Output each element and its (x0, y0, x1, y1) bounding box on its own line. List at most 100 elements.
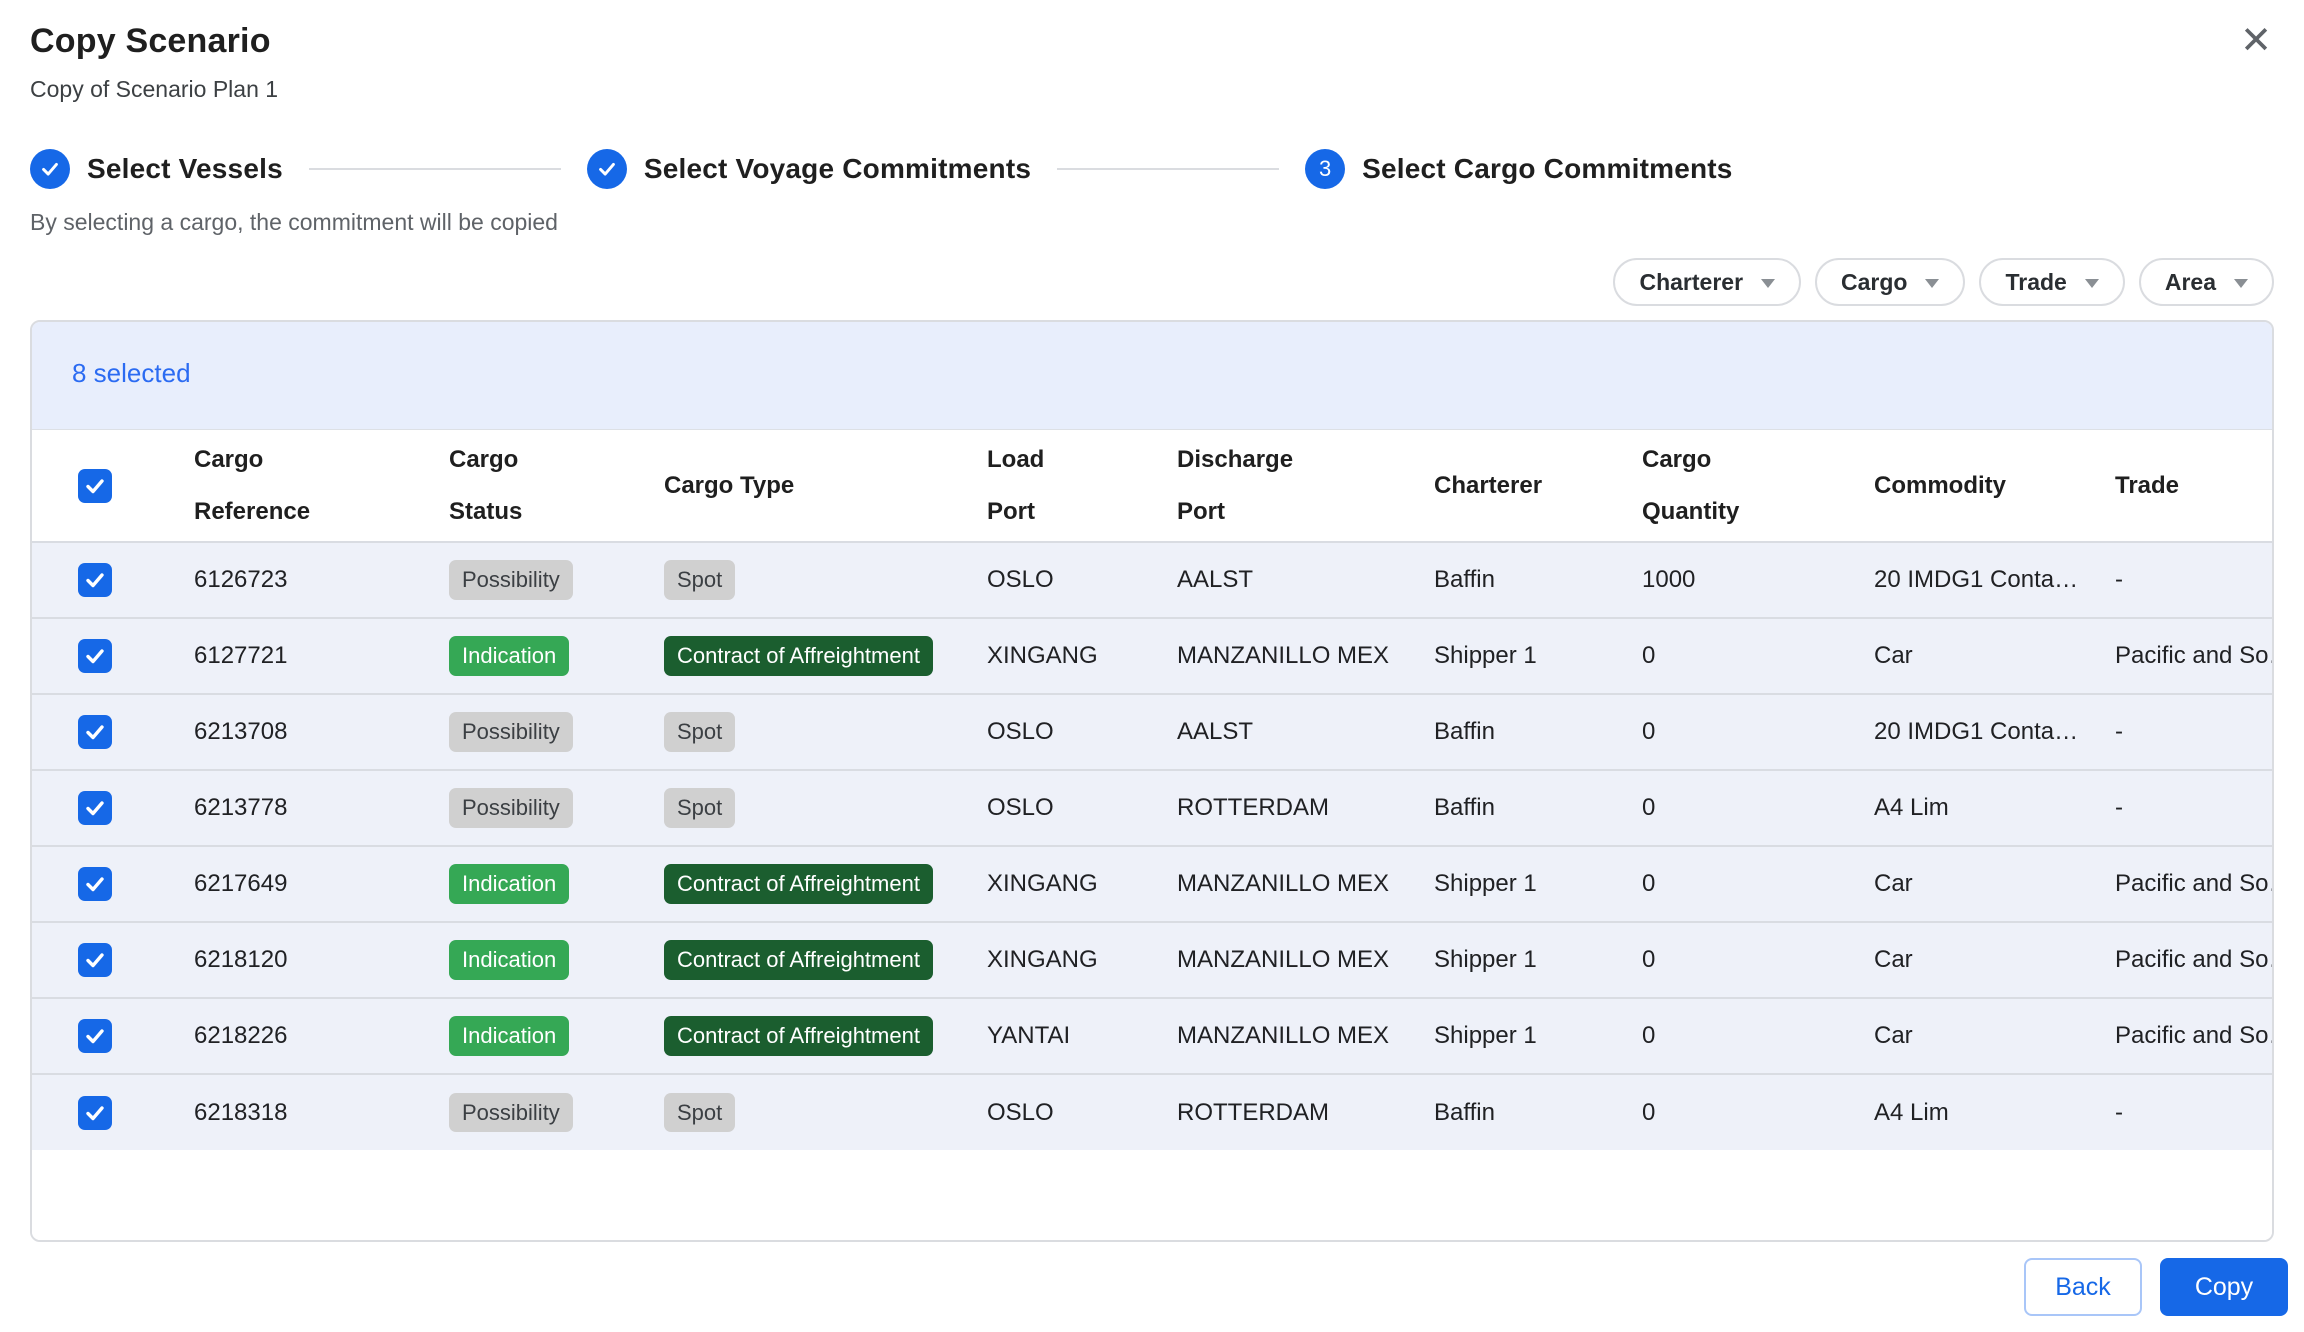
row-checkbox[interactable] (78, 563, 112, 597)
column-header-cargo-reference: Cargo Reference (194, 430, 449, 542)
discharge-port-cell: AALST (1177, 718, 1254, 745)
trade-cell: - (2115, 1098, 2123, 1126)
back-button[interactable]: Back (2024, 1258, 2142, 1316)
cargo-type-badge: Spot (664, 1092, 736, 1133)
cargo-reference-cell: 6217649 (194, 870, 288, 897)
cargo-type-badge: Spot (664, 712, 736, 752)
table-empty-area (32, 1150, 2272, 1240)
column-header-cargo-quantity: Cargo Quantity (1642, 430, 1874, 542)
load-port-cell: OSLO (987, 794, 1054, 821)
table-row[interactable]: 6218318 Possibility Spot OSLO ROTTERDAM … (32, 1074, 2272, 1150)
charterer-cell: Baffin (1434, 794, 1495, 821)
cargo-quantity-cell: 0 (1642, 946, 1656, 973)
trade-cell: - (2115, 566, 2123, 593)
cargo-status-badge: Possibility (449, 712, 573, 752)
table-row[interactable]: 6213778 Possibility Spot OSLO ROTTERDAM … (32, 770, 2272, 846)
filter-label: Area (2164, 268, 2216, 295)
selected-count: 8 selected (32, 322, 2272, 430)
cargo-type-badge: Spot (664, 788, 736, 828)
area-filter-dropdown[interactable]: Area (2138, 258, 2274, 306)
table-row[interactable]: 6213708 Possibility Spot OSLO AALST Baff… (32, 694, 2272, 770)
step-complete-check-icon (586, 149, 627, 189)
step-select-voyage-commitments[interactable]: Select Voyage Commitments (586, 149, 1032, 189)
row-checkbox[interactable] (78, 1019, 112, 1053)
cargo-reference-cell: 6213778 (194, 794, 288, 821)
cargo-type-badge: Contract of Affreightment (664, 636, 933, 676)
commodity-cell: 20 IMDG1 Conta… (1874, 718, 2079, 745)
dialog-subtitle: Copy of Scenario Plan 1 (30, 76, 279, 102)
table-row[interactable]: 6127721 Indication Contract of Affreight… (32, 618, 2272, 694)
column-header-cargo-status: Cargo Status (449, 430, 664, 542)
chevron-down-icon (2084, 278, 2099, 288)
charterer-cell: Shipper 1 (1434, 642, 1537, 669)
trade-cell: Pacific and So… (2115, 870, 2272, 897)
cargo-reference-cell: 6218120 (194, 946, 288, 973)
load-port-cell: XINGANG (987, 870, 1098, 897)
column-header-cargo-type: Cargo Type (664, 430, 987, 542)
cargo-quantity-cell: 0 (1642, 1098, 1656, 1126)
cargo-reference-cell: 6213708 (194, 718, 288, 745)
stepper-connector (1057, 168, 1280, 170)
table-row[interactable]: 6218226 Indication Contract of Affreight… (32, 998, 2272, 1074)
row-checkbox[interactable] (78, 715, 112, 749)
step-select-vessels[interactable]: Select Vessels (30, 149, 283, 189)
step-number-badge: 3 (1305, 149, 1346, 189)
copy-button[interactable]: Copy (2160, 1258, 2288, 1316)
filter-bar: Charterer Cargo Trade Area (30, 258, 2274, 306)
charterer-cell: Baffin (1434, 718, 1495, 745)
discharge-port-cell: ROTTERDAM (1177, 794, 1329, 821)
commodity-cell: A4 Lim (1874, 1098, 1949, 1126)
charterer-cell: Baffin (1434, 566, 1495, 593)
cargo-status-badge: Indication (449, 864, 570, 904)
charterer-filter-dropdown[interactable]: Charterer (1613, 258, 1802, 306)
discharge-port-cell: MANZANILLO MEX (1177, 642, 1390, 669)
column-header-charterer: Charterer (1434, 430, 1642, 542)
load-port-cell: YANTAI (987, 1022, 1071, 1049)
step-label: Select Voyage Commitments (643, 153, 1032, 184)
selection-hint: By selecting a cargo, the commitment wil… (30, 209, 558, 235)
cargo-commitments-table: Cargo Reference Cargo Status Cargo Type Lo… (32, 430, 2272, 1150)
cargo-reference-cell: 6218318 (194, 1098, 288, 1126)
close-icon[interactable]: ✕ (2234, 16, 2278, 66)
load-port-cell: OSLO (987, 566, 1054, 593)
chevron-down-icon (1925, 278, 1940, 288)
cargo-type-badge: Contract of Affreightment (664, 864, 933, 904)
charterer-cell: Baffin (1434, 1098, 1495, 1126)
step-select-cargo-commitments[interactable]: 3 Select Cargo Commitments (1305, 149, 1732, 189)
select-all-checkbox[interactable] (78, 468, 112, 503)
discharge-port-cell: MANZANILLO MEX (1177, 946, 1390, 973)
commodity-cell: A4 Lim (1874, 794, 1949, 821)
row-checkbox[interactable] (78, 867, 112, 901)
cargo-quantity-cell: 0 (1642, 870, 1656, 897)
cargo-status-badge: Indication (449, 1016, 570, 1056)
trade-filter-dropdown[interactable]: Trade (1979, 258, 2125, 306)
cargo-quantity-cell: 0 (1642, 642, 1656, 669)
table-row[interactable]: 6218120 Indication Contract of Affreight… (32, 922, 2272, 998)
cargo-type-badge: Contract of Affreightment (664, 1016, 933, 1056)
discharge-port-cell: MANZANILLO MEX (1177, 870, 1390, 897)
page-title: Copy Scenario (30, 22, 271, 60)
charterer-cell: Shipper 1 (1434, 870, 1537, 897)
cargo-quantity-cell: 0 (1642, 1022, 1656, 1049)
row-checkbox[interactable] (78, 943, 112, 977)
cargo-commitments-table-card: 8 selected Cargo Reference Cargo Status (30, 320, 2274, 1242)
stepper: Select Vessels Select Voyage Commitments… (30, 149, 2274, 189)
table-row[interactable]: 6217649 Indication Contract of Affreight… (32, 846, 2272, 922)
row-checkbox[interactable] (78, 791, 112, 825)
cargo-status-badge: Indication (449, 940, 570, 980)
column-header-commodity: Commodity (1874, 430, 2115, 542)
row-checkbox[interactable] (78, 1095, 112, 1130)
dialog-header: Copy Scenario Copy of Scenario Plan 1 ✕ (0, 0, 2304, 103)
dialog-footer: Back Copy (0, 1242, 2304, 1316)
column-header-trade: Trade (2115, 430, 2272, 542)
trade-cell: Pacific and So… (2115, 1022, 2272, 1049)
cargo-filter-dropdown[interactable]: Cargo (1815, 258, 1966, 306)
table-row[interactable]: 6126723 Possibility Spot OSLO AALST Baff… (32, 542, 2272, 618)
commodity-cell: Car (1874, 946, 1913, 973)
load-port-cell: XINGANG (987, 946, 1098, 973)
filter-label: Charterer (1639, 268, 1744, 295)
row-checkbox[interactable] (78, 639, 112, 673)
cargo-quantity-cell: 1000 (1642, 566, 1696, 593)
discharge-port-cell: ROTTERDAM (1177, 1098, 1329, 1126)
discharge-port-cell: MANZANILLO MEX (1177, 1022, 1390, 1049)
